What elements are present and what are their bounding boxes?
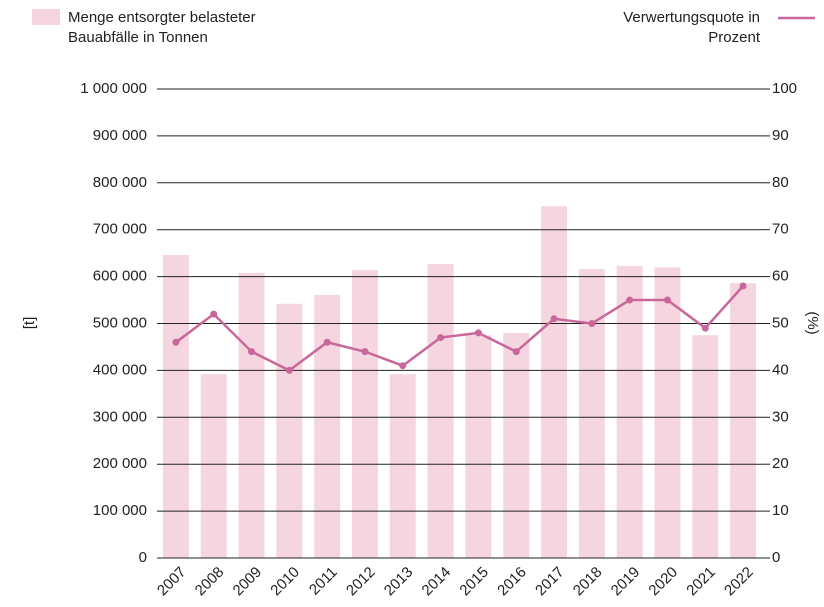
legend-swatch-bar: [32, 9, 60, 25]
line-point: [210, 310, 218, 318]
legend-line: Verwertungsquote in Prozent: [623, 9, 760, 46]
bar: [730, 283, 757, 558]
x-tick-label: 2020: [645, 564, 681, 600]
line-point: [550, 315, 558, 323]
line-point: [323, 338, 331, 346]
line-point: [739, 282, 747, 290]
y2-tick-label: 0: [772, 549, 780, 566]
bar: [351, 270, 378, 558]
bar: [238, 272, 265, 558]
y-tick-label: 1 000 000: [80, 80, 147, 97]
line-point: [512, 348, 520, 356]
bar: [162, 255, 189, 558]
x-tick-label: 2012: [343, 564, 379, 600]
line-point: [588, 320, 596, 327]
x-tick-label: 2015: [456, 564, 492, 600]
y2-tick-label: 20: [772, 455, 789, 472]
bar: [314, 294, 341, 558]
y2-axis-label: (%): [804, 311, 821, 334]
y-tick-label: 0: [139, 549, 147, 566]
bar: [200, 374, 227, 558]
x-tick-label: 2019: [608, 564, 644, 600]
x-tick-label: 2011: [306, 564, 341, 599]
y2-tick-label: 50: [772, 314, 789, 331]
x-tick-label: 2010: [267, 564, 303, 600]
line-point: [701, 324, 709, 332]
x-tick-label: 2018: [570, 564, 606, 600]
y-tick-label: 800 000: [93, 174, 147, 191]
y-tick-label: 200 000: [93, 455, 147, 472]
line-point: [663, 296, 671, 304]
bar: [465, 335, 492, 558]
y-tick-label: 500 000: [93, 314, 147, 331]
line-point: [474, 329, 482, 337]
line-point: [437, 334, 445, 342]
x-tick-label: 2007: [154, 564, 190, 600]
x-tick-label: 2014: [419, 564, 455, 600]
y-tick-label: 900 000: [93, 127, 147, 144]
x-tick-label: 2017: [532, 564, 568, 600]
legend-bar: Menge entsorgter belasteter Bauabfälle i…: [68, 9, 256, 46]
y2-tick-label: 30: [772, 408, 789, 425]
line-point: [172, 338, 180, 346]
x-tick-label: 2013: [381, 564, 417, 600]
y-tick-label: 100 000: [93, 502, 147, 519]
x-tick-label: 2009: [230, 564, 266, 600]
line-point: [248, 348, 256, 356]
x-tick-label: 2016: [494, 564, 530, 600]
y-tick-label: 400 000: [93, 361, 147, 378]
y2-tick-label: 80: [772, 174, 789, 191]
bar: [578, 269, 605, 558]
bar: [692, 335, 719, 558]
y2-tick-label: 70: [772, 221, 789, 238]
y-tick-label: 700 000: [93, 221, 147, 238]
y-axis-label: [t]: [21, 317, 38, 330]
y2-tick-label: 100: [772, 80, 797, 97]
bar: [427, 263, 454, 558]
x-tick-label: 2008: [192, 564, 228, 600]
x-tick-label: 2021: [683, 564, 719, 600]
line-point: [399, 362, 407, 370]
bar: [616, 265, 643, 558]
line-point: [285, 366, 293, 374]
y2-tick-label: 90: [772, 127, 789, 144]
bar: [276, 303, 303, 558]
y2-tick-label: 10: [772, 502, 789, 519]
x-tick-label: 2022: [721, 564, 757, 600]
bar: [389, 374, 416, 558]
line-point: [361, 348, 369, 356]
bar: [503, 332, 530, 558]
y-tick-label: 300 000: [93, 408, 147, 425]
y2-tick-label: 40: [772, 361, 789, 378]
line: [175, 285, 745, 372]
y2-tick-label: 60: [772, 268, 789, 285]
bar: [654, 267, 681, 558]
y-tick-label: 600 000: [93, 268, 147, 285]
line-point: [626, 296, 634, 304]
bar: [541, 206, 568, 558]
